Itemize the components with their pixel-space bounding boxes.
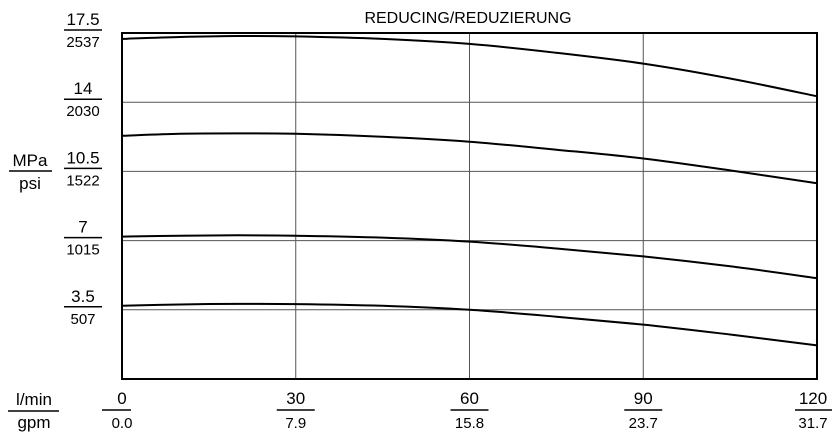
x-tick-label-lmin: 0 [117, 389, 126, 408]
x-axis-label-lmin: l/min [16, 390, 52, 409]
series-line-4 [121, 302, 818, 347]
x-tick-label-lmin: 120 [799, 389, 827, 408]
x-tick-label-lmin: 60 [460, 389, 479, 408]
y-tick-label-mpa: 17.5 [66, 10, 99, 29]
y-axis-ticks: 3.5 507 7 1015 10.5 1522 14 2030 17.5 2537 [64, 10, 102, 328]
x-tick-label-lmin: 90 [634, 389, 653, 408]
series-line-1 [121, 34, 818, 98]
series-lines [121, 34, 818, 347]
y-tick-label-psi: 2537 [66, 34, 99, 51]
y-axis-label: MPa psi [9, 151, 52, 193]
x-tick-label-lmin: 30 [286, 389, 305, 408]
y-tick-label-mpa: 3.5 [71, 287, 95, 306]
x-axis-label: l/min gpm [8, 390, 59, 432]
x-tick-label-gpm: 23.7 [629, 415, 658, 432]
grid-lines [122, 33, 817, 379]
x-tick-label-gpm: 7.9 [285, 415, 306, 432]
x-axis-ticks: 0 0.0 30 7.9 60 15.8 90 23.7 120 31.7 [102, 389, 832, 432]
y-tick-label-psi: 1015 [66, 242, 99, 259]
x-axis-label-gpm: gpm [17, 413, 50, 432]
x-tick-label-gpm: 31.7 [798, 415, 827, 432]
plot-frame [121, 32, 818, 380]
y-tick-label-psi: 507 [70, 311, 95, 328]
chart-title: REDUCING/REDUZIERUNG [364, 10, 571, 27]
x-tick-label-gpm: 0.0 [112, 415, 133, 432]
y-tick-label-mpa: 10.5 [66, 148, 99, 167]
y-axis-label-mpa: MPa [13, 151, 49, 170]
y-tick-label-psi: 2030 [66, 103, 99, 120]
series-line-3 [121, 234, 818, 280]
y-tick-label-psi: 1522 [66, 172, 99, 189]
y-tick-label-mpa: 14 [74, 79, 93, 98]
series-line-2 [121, 132, 818, 185]
x-tick-label-gpm: 15.8 [455, 415, 484, 432]
y-tick-label-mpa: 7 [78, 218, 87, 237]
y-axis-label-psi: psi [19, 174, 41, 193]
